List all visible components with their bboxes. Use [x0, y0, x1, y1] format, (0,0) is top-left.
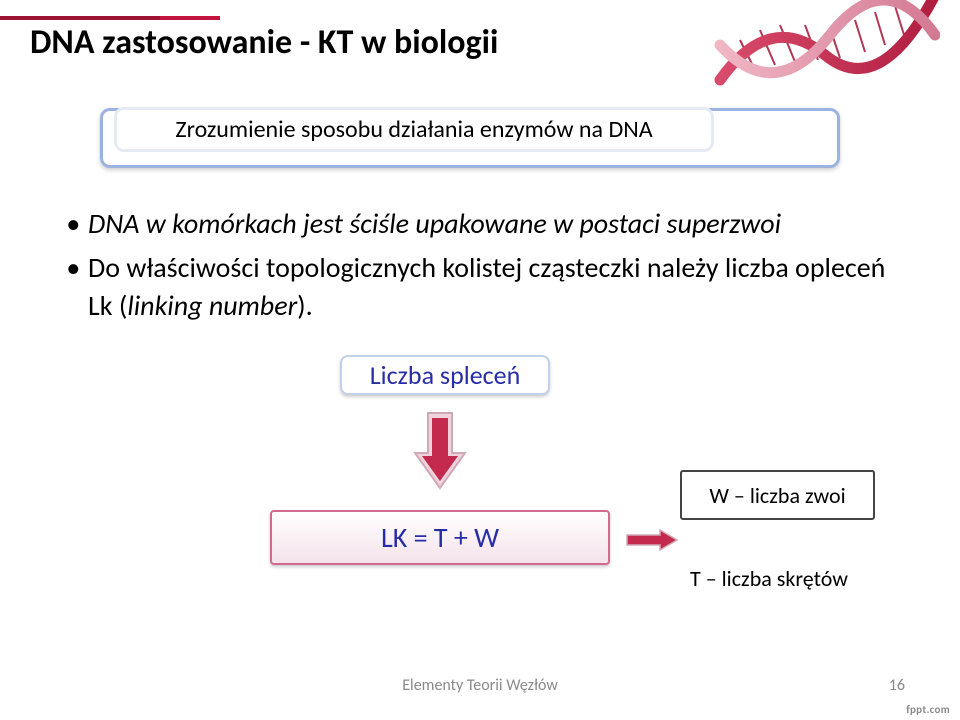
dna-helix-icon: [710, 0, 940, 110]
brand-label: fppt.com: [906, 703, 950, 716]
bullet-2-suffix: ).: [297, 288, 313, 323]
footer-text: Elementy Teorii Węzłów: [0, 676, 960, 695]
w-label-box: W – liczba zwoi: [680, 470, 875, 520]
t-label: T – liczba skrętów: [690, 565, 848, 592]
arrow-right-icon: [625, 529, 680, 551]
subtitle: Zrozumienie sposobu działania enzymów na…: [114, 107, 714, 152]
list-item: Do właściwości topologicznych kolistej c…: [60, 249, 900, 325]
bullet-2-italic: linking number: [127, 288, 297, 323]
page-number: 16: [889, 676, 905, 695]
lk-formula-box: LK = T + W: [270, 510, 610, 565]
header-stripe-2: [0, 0, 160, 20]
list-item: DNA w komórkach jest ściśle upakowane w …: [60, 205, 900, 243]
arrow-down-icon: [410, 408, 470, 498]
splecen-box: Liczba spleceń: [340, 355, 550, 395]
bullet-list: DNA w komórkach jest ściśle upakowane w …: [60, 205, 900, 330]
page-title: DNA zastosowanie - KT w biologii: [30, 22, 498, 63]
